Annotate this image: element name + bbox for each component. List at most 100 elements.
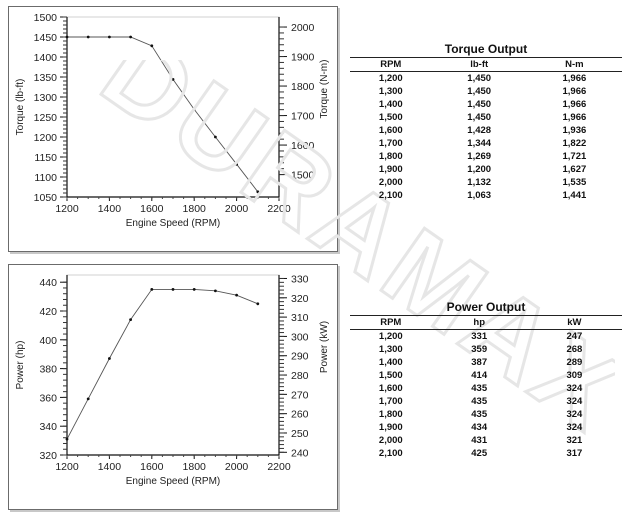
power-y2-tick-label: 280 — [291, 370, 309, 382]
power-x-tick-label: 1200 — [55, 461, 79, 473]
torque-table-cell: 1,450 — [467, 73, 492, 84]
torque-table-title: Torque Output — [350, 42, 622, 58]
power-table-cell: 1,800 — [378, 409, 403, 420]
power-y2-tick-label: 290 — [291, 351, 309, 363]
torque-table-row: 1,700 1,344 1,822 — [350, 137, 622, 150]
power-table-cell: 435 — [471, 383, 488, 394]
power-y2-axis-title: Power (kW) — [319, 321, 330, 373]
torque-y2-tick-label: 2000 — [291, 22, 315, 34]
power-table-cell: 268 — [566, 344, 583, 355]
power-table-cell: 1,400 — [378, 357, 403, 368]
power-table-cell: 324 — [566, 383, 583, 394]
power-table-cell: 247 — [566, 331, 583, 342]
torque-table-row: 1,500 1,450 1,966 — [350, 111, 622, 124]
torque-table-cell: 1,966 — [562, 99, 587, 110]
torque-table-cell: 1,627 — [562, 164, 587, 175]
power-table-row: 1,400 387 289 — [350, 356, 622, 369]
torque-table-cell: 1,721 — [562, 151, 587, 162]
torque-table-row: 2,100 1,063 1,441 — [350, 189, 622, 202]
power-data-point — [192, 288, 196, 291]
power-table-cell: 387 — [471, 357, 488, 368]
power-y2-tick-label: 260 — [291, 409, 309, 421]
power-data-point — [214, 289, 217, 293]
torque-y-tick-label: 1100 — [34, 172, 57, 184]
power-y-tick-label: 360 — [39, 392, 57, 404]
power-table-cell: 1,900 — [378, 422, 403, 433]
power-y2-tick-label: 270 — [291, 389, 309, 401]
torque-data-point — [108, 35, 111, 39]
torque-table-cell: 1,900 — [378, 164, 403, 175]
power-x-tick-label: 1400 — [98, 461, 122, 473]
torque-y-tick-label: 1350 — [34, 72, 58, 84]
torque-y2-tick-label: 1700 — [291, 111, 315, 123]
torque-y-axis-title: Torque (lb-ft) — [15, 79, 26, 136]
torque-x-tick-label: 1800 — [183, 203, 207, 215]
power-table-cell: 435 — [471, 396, 488, 407]
power-table-cell: 1,600 — [378, 383, 403, 394]
power-table-cell: 1,700 — [378, 396, 403, 407]
power-y2-tick-label: 240 — [291, 447, 309, 459]
power-y-tick-label: 420 — [39, 306, 57, 318]
torque-y-tick-label: 1450 — [34, 32, 58, 44]
torque-table-cell: 1,500 — [378, 112, 403, 123]
power-y2-tick-label: 300 — [291, 331, 309, 343]
torque-y-tick-label: 1400 — [34, 52, 58, 64]
power-table-row: 2,000 431 321 — [350, 434, 622, 447]
torque-table-cell: 1,200 — [378, 73, 403, 84]
power-table-row: 1,500 414 309 — [350, 369, 622, 382]
torque-y-tick-label: 1300 — [34, 92, 58, 104]
power-chart-panel: 1200 1400 1600 1800 2000 2200 320 340 360 380 400 4… — [8, 264, 338, 510]
torque-plot-area — [66, 16, 280, 198]
torque-col-header: RPM — [350, 58, 432, 72]
torque-table-cell: 1,966 — [562, 112, 587, 123]
power-x-tick-label: 2000 — [225, 461, 249, 473]
torque-table-cell: 1,400 — [378, 99, 403, 110]
power-table-row: 1,700 435 324 — [350, 395, 622, 408]
power-col-header: kW — [526, 316, 622, 330]
power-table-row: 2,100 425 317 — [350, 447, 622, 460]
power-data-point — [235, 293, 239, 297]
torque-data-point — [171, 78, 175, 81]
power-table-row: 1,600 435 324 — [350, 382, 622, 395]
torque-x-tick-label: 1200 — [55, 203, 79, 215]
power-table-cell: 1,200 — [378, 331, 403, 342]
power-table-cell: 1,500 — [378, 370, 403, 381]
torque-table-cell: 2,100 — [378, 190, 403, 201]
power-data-point — [256, 302, 260, 306]
torque-table-cell: 1,822 — [562, 138, 587, 149]
torque-data-point — [86, 35, 90, 39]
power-y-tick-label: 440 — [39, 277, 57, 289]
power-table-cell: 2,000 — [378, 435, 403, 446]
power-table-cell: 431 — [471, 435, 488, 446]
torque-table-row: 1,300 1,450 1,966 — [350, 85, 622, 98]
torque-table-row: 1,900 1,200 1,627 — [350, 163, 622, 176]
torque-table-cell: 1,600 — [378, 125, 403, 136]
power-table-cell: 324 — [566, 396, 583, 407]
power-table-cell: 425 — [471, 448, 488, 459]
torque-data-point — [150, 44, 154, 48]
power-data-point — [86, 397, 90, 401]
torque-y2-axis-title: Torque (N-m) — [319, 60, 330, 119]
power-output-table-block: Power Output RPM hp kW 1,200 331 247 1,300 359… — [350, 300, 622, 460]
power-data-point — [150, 288, 154, 291]
torque-table-cell: 1,450 — [467, 86, 492, 97]
torque-data-point — [192, 108, 196, 111]
power-data-point — [108, 357, 111, 360]
torque-y2-tick-label: 1600 — [291, 140, 315, 152]
torque-table-row: 1,800 1,269 1,721 — [350, 150, 622, 163]
torque-table-cell: 1,441 — [562, 190, 587, 201]
power-table-cell: 434 — [471, 422, 488, 433]
torque-table-row: 1,600 1,428 1,936 — [350, 124, 622, 137]
torque-table-row: 1,400 1,450 1,966 — [350, 98, 622, 111]
torque-col-header: lb-ft — [431, 58, 527, 72]
torque-y2-tick-label: 1500 — [291, 170, 315, 182]
power-table-cell: 309 — [566, 370, 583, 381]
power-series-line — [66, 288, 258, 440]
torque-chart: 1200 1400 1600 1800 2000 2200 1050 1100 1150 1200… — [15, 12, 330, 229]
power-table-cell: 317 — [566, 448, 583, 459]
torque-y2-tick-label: 1800 — [291, 81, 315, 93]
power-x-tick-label: 2200 — [267, 461, 291, 473]
power-y2-tick-label: 310 — [291, 312, 309, 324]
power-y2-tick-label: 250 — [291, 428, 309, 440]
power-data-point — [65, 437, 69, 441]
